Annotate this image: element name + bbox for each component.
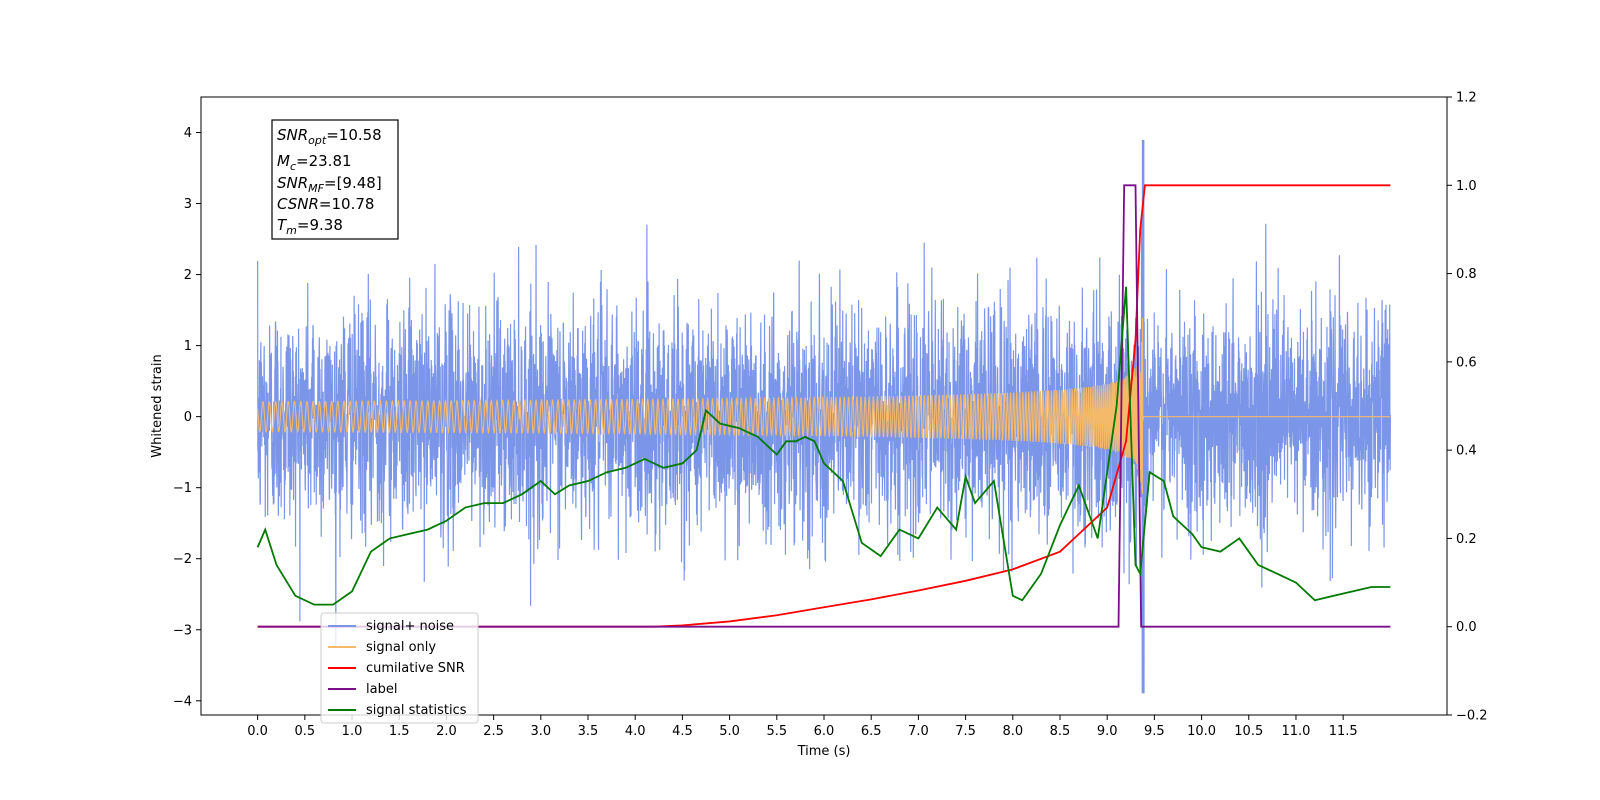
- series-line-label: [257, 184, 1391, 628]
- x-tick-label: 9.5: [1144, 724, 1165, 739]
- plot-area: [256, 139, 1391, 694]
- x-tick-label: 9.0: [1097, 724, 1118, 739]
- x-tick-label: 7.5: [955, 724, 976, 739]
- x-tick-label: 8.5: [1050, 724, 1071, 739]
- legend-frame: [320, 612, 479, 724]
- y-tick-label: 3: [184, 197, 192, 212]
- x-tick-label: 10.0: [1187, 724, 1216, 739]
- legend-label-signal-only: signal only: [366, 640, 436, 655]
- y-tick-label: 0: [184, 410, 192, 425]
- y2-tick-label: 0.0: [1456, 620, 1477, 635]
- y2-axis-ticks: 1.2 1.0 0.8 0.6 0.4 0.2 0.0 −0.2: [1447, 91, 1488, 724]
- series-line-signal-only: [257, 317, 1391, 494]
- x-tick-label: 3.5: [578, 724, 599, 739]
- y2-tick-label: 0.2: [1456, 532, 1477, 547]
- stats-box: SNRopt=10.58 Mc=23.81 SNRMF=[9.48] CSNR=…: [271, 119, 399, 240]
- y-axis-label: Whitened strain: [150, 354, 165, 457]
- x-tick-label: 7.0: [908, 724, 929, 739]
- stat-csnr: CSNR=10.78: [277, 195, 374, 213]
- legend-label-signal-plus-noise: signal+ noise: [366, 619, 454, 634]
- x-axis-ticks: 0.0 0.5 1.0 1.5 2.0 2.5 3.0 3.5 4.0 4.5 5.0 5.5 6.0 6…: [247, 715, 1358, 739]
- x-tick-label: 6.0: [814, 724, 835, 739]
- stat-snr-mf: SNRMF=[9.48]: [277, 174, 382, 195]
- y-tick-label: 4: [184, 126, 192, 141]
- series-line-signal-plus-noise: [257, 139, 1391, 694]
- y2-tick-label: 0.8: [1456, 267, 1477, 282]
- legend-label-signal-statistics: signal statistics: [366, 703, 467, 718]
- legend-entry-label: label: [328, 682, 397, 697]
- legend-entry-cumilative-snr: cumilative SNR: [328, 661, 465, 676]
- x-tick-label: 10.5: [1234, 724, 1263, 739]
- legend-entry-signal-plus-noise: signal+ noise: [328, 619, 454, 634]
- y-tick-label: 1: [184, 339, 192, 354]
- y-tick-label: −2: [173, 552, 192, 567]
- y-tick-label: −4: [173, 694, 192, 709]
- x-tick-label: 0.0: [247, 724, 268, 739]
- y2-tick-label: 0.6: [1456, 355, 1477, 370]
- x-tick-label: 5.0: [719, 724, 740, 739]
- x-tick-label: 3.0: [530, 724, 551, 739]
- legend-entry-signal-statistics: signal statistics: [328, 703, 467, 718]
- x-tick-label: 4.0: [625, 724, 646, 739]
- legend-label-cumilative-snr: cumilative SNR: [366, 661, 465, 676]
- x-tick-label: 11.0: [1281, 724, 1310, 739]
- x-tick-label: 1.5: [389, 724, 410, 739]
- legend: signal+ noise signal only cumilative SNR…: [320, 612, 479, 724]
- y-tick-label: −1: [173, 481, 192, 496]
- y2-tick-label: −0.2: [1456, 709, 1488, 724]
- y2-tick-label: 0.4: [1456, 444, 1477, 459]
- x-tick-label: 4.5: [672, 724, 693, 739]
- legend-entry-signal-only: signal only: [328, 640, 436, 655]
- y2-tick-label: 1.2: [1456, 91, 1477, 106]
- x-tick-label: 0.5: [294, 724, 315, 739]
- stat-mc: Mc=23.81: [277, 152, 352, 173]
- x-tick-label: 2.0: [436, 724, 457, 739]
- x-tick-label: 6.5: [861, 724, 882, 739]
- stats-box-frame: [271, 119, 399, 240]
- y-axis-ticks: 4 3 2 1 0 −1 −2 −3 −4: [173, 126, 201, 709]
- x-tick-label: 2.5: [483, 724, 504, 739]
- y2-tick-label: 1.0: [1456, 179, 1477, 194]
- series-line-signal-statistics: [256, 286, 1391, 606]
- x-tick-label: 5.5: [766, 724, 787, 739]
- stat-snr-opt: SNRopt=10.58: [277, 126, 382, 147]
- x-axis-label: Time (s): [797, 744, 851, 759]
- stat-tm: Tm=9.38: [277, 216, 343, 237]
- legend-label-label: label: [366, 682, 397, 697]
- x-tick-label: 8.0: [1002, 724, 1023, 739]
- x-tick-label: 11.5: [1329, 724, 1358, 739]
- x-tick-label: 1.0: [342, 724, 363, 739]
- y-tick-label: 2: [184, 268, 192, 283]
- y-tick-label: −3: [173, 623, 192, 638]
